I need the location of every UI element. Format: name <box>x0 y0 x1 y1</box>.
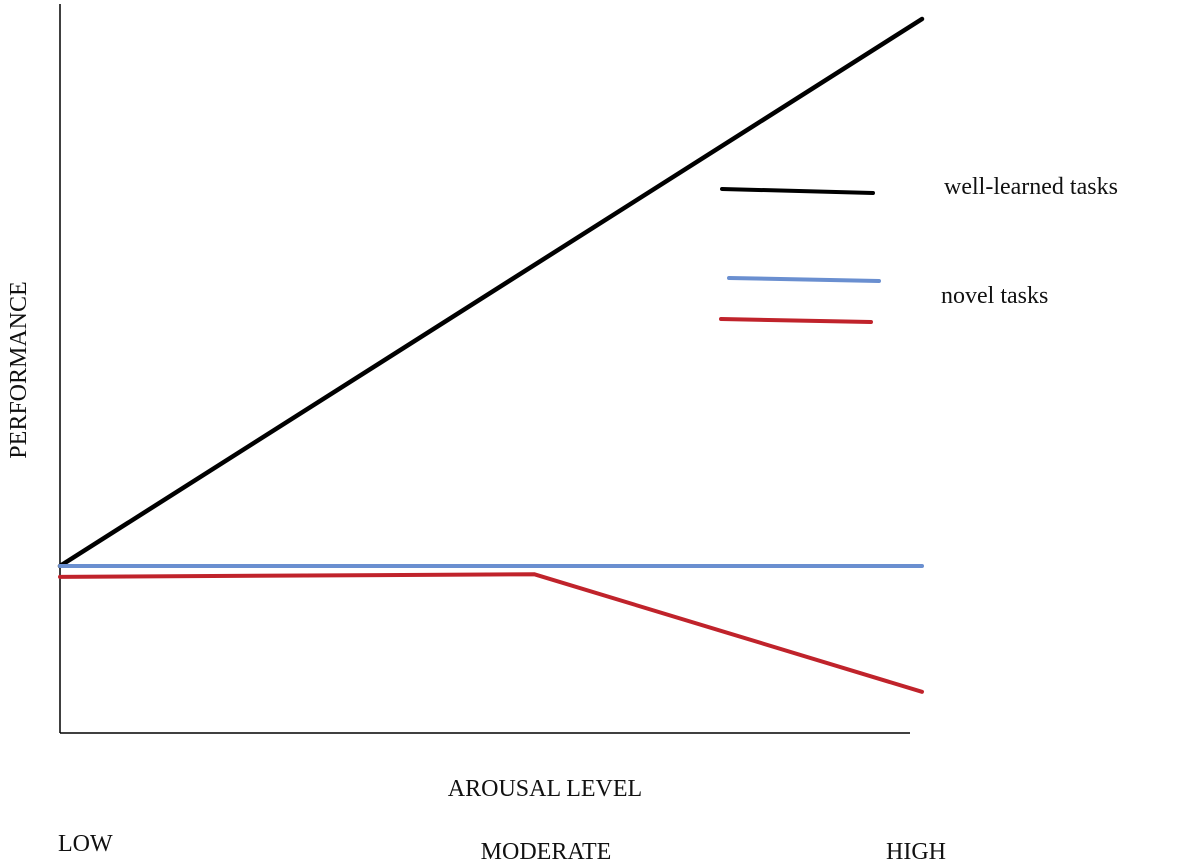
legend-swatch-1 <box>727 276 881 283</box>
legend-swatch-0 <box>720 187 875 195</box>
x-tick-label-moderate: MODERATE <box>481 839 612 864</box>
legend-swatch-2 <box>719 317 873 324</box>
x-tick-label-high: HIGH <box>886 839 946 864</box>
legend-label-2: novel tasks <box>941 283 1048 309</box>
y-axis-label: PERFORMANCE <box>6 281 32 458</box>
series-layer <box>57 16 925 694</box>
legend: well-learned tasks novel tasks <box>719 174 1118 324</box>
series-line-2 <box>58 572 924 694</box>
x-axis-label: AROUSAL LEVEL <box>448 776 642 802</box>
series-line-0 <box>57 16 925 569</box>
x-tick-label-low: LOW <box>58 831 113 857</box>
legend-label-0: well-learned tasks <box>944 174 1118 200</box>
axes <box>59 4 910 734</box>
